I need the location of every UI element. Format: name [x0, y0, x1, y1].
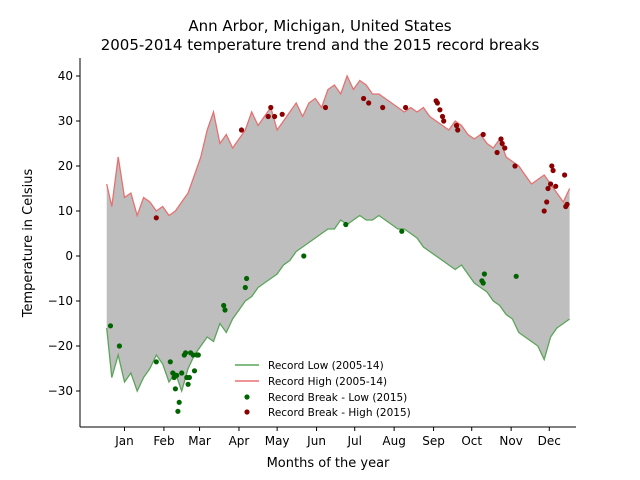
x-tick-label: Jul	[346, 434, 361, 448]
record-break-low-point	[170, 370, 176, 376]
record-break-high-point	[544, 199, 550, 205]
axes: Jan Feb Mar Apr May Jun Jul Aug Sep Oct Nov Dec −30…	[48, 58, 576, 448]
chart-title-line-1: Ann Arbor, Michigan, United States	[188, 17, 451, 35]
record-break-low-point	[185, 381, 191, 387]
record-break-low-point	[167, 359, 173, 365]
legend-label-record-low: Record Low (2005-14)	[268, 360, 384, 372]
record-break-high-point	[455, 127, 461, 133]
x-tick-label: Oct	[461, 434, 482, 448]
record-break-high-point	[380, 104, 386, 111]
record-break-low-point	[190, 352, 196, 358]
record-break-high-point	[545, 185, 551, 192]
x-tick-label: Nov	[499, 434, 522, 448]
x-tick-group: Jan Feb Mar Apr May Jun Jul Aug Sep Oct Nov Dec	[114, 427, 561, 448]
record-break-high-point	[549, 163, 555, 169]
record-break-high-point	[550, 167, 556, 174]
x-tick-label: Dec	[538, 434, 561, 448]
record-break-high-point	[562, 172, 568, 178]
y-tick-label: 0	[65, 249, 73, 263]
record-break-high-point	[153, 215, 159, 221]
record-break-low-point	[175, 408, 181, 414]
legend-marker-break-high	[244, 409, 250, 415]
record-break-low-point	[186, 374, 192, 381]
legend-label-break-low: Record Break - Low (2015)	[268, 392, 407, 404]
x-tick-label: Jun	[306, 434, 326, 448]
record-break-high-point	[439, 113, 446, 120]
record-break-low-point	[153, 359, 159, 365]
record-break-low-point	[195, 352, 201, 358]
plot-area	[106, 74, 571, 414]
record-break-high-point	[499, 140, 505, 147]
x-tick-label: Mar	[188, 434, 211, 448]
record-break-low-point	[242, 284, 248, 291]
record-break-high-point	[553, 183, 559, 189]
record-break-high-point	[366, 100, 372, 106]
record-break-high-point	[498, 136, 504, 142]
record-break-high-point	[548, 181, 554, 187]
record-break-low-point	[221, 302, 227, 309]
range-fill-area	[106, 76, 570, 391]
x-tick-label: Aug	[382, 434, 405, 448]
record-break-low-point	[481, 271, 487, 277]
legend-label-record-high: Record High (2005-14)	[268, 376, 387, 388]
scatter-group-record-break-high	[153, 95, 570, 221]
y-tick-label: 10	[58, 204, 73, 218]
legend: Record Low (2005-14) Record High (2005-1…	[235, 360, 411, 419]
record-break-high-point	[564, 201, 570, 207]
record-break-high-point	[279, 111, 285, 117]
x-tick-label: Jan	[114, 434, 134, 448]
record-break-low-point	[116, 343, 122, 349]
record-break-low-point	[301, 253, 307, 259]
record-break-high-point	[434, 100, 440, 106]
y-tick-group: −30 −20 −10 0 10 20 30 40	[48, 69, 80, 398]
record-break-low-point	[222, 307, 228, 313]
scatter-group-record-break-low	[107, 221, 519, 414]
record-break-low-point	[172, 386, 178, 392]
record-break-high-point	[238, 127, 245, 133]
record-break-low-point	[513, 273, 519, 279]
record-break-low-point	[399, 228, 405, 234]
y-tick-label: 30	[58, 114, 73, 128]
y-tick-label: −10	[48, 294, 73, 308]
x-tick-label: Feb	[153, 434, 174, 448]
record-break-high-point	[502, 145, 508, 151]
record-break-low-point	[191, 368, 198, 374]
record-break-high-point	[272, 113, 278, 120]
record-break-high-point	[437, 107, 443, 113]
record-break-high-point	[361, 95, 367, 102]
record-break-high-point	[453, 122, 460, 129]
x-tick-label: Sep	[422, 434, 445, 448]
record-break-low-point	[343, 221, 349, 228]
x-tick-label: May	[265, 434, 290, 448]
y-tick-label: −20	[48, 339, 73, 353]
record-break-low-point	[244, 275, 250, 282]
record-break-low-point	[183, 350, 189, 356]
record-break-high-point	[268, 104, 274, 111]
record-break-high-point	[512, 163, 518, 169]
record-break-low-point	[107, 323, 114, 329]
record-break-low-point	[176, 399, 182, 405]
record-break-high-point	[265, 113, 271, 120]
y-axis-label: Temperature in Celsius	[21, 169, 36, 319]
record-break-high-point	[322, 104, 329, 111]
record-break-high-point	[403, 104, 409, 111]
series-line-record-high	[106, 74, 571, 218]
record-break-high-point	[541, 208, 547, 214]
record-break-high-point	[441, 118, 447, 124]
chart-title-line-2: 2005-2014 temperature trend and the 2015…	[101, 36, 540, 54]
legend-label-break-high: Record Break - High (2015)	[268, 407, 411, 419]
x-tick-label: Apr	[229, 434, 250, 448]
record-break-high-point	[494, 149, 500, 156]
y-tick-label: −30	[48, 384, 73, 398]
y-tick-label: 40	[58, 69, 73, 83]
record-break-low-point	[179, 370, 185, 376]
series-line-record-low	[106, 214, 570, 394]
legend-marker-break-low	[244, 394, 250, 400]
record-break-high-point	[480, 131, 486, 138]
x-axis-label: Months of the year	[267, 456, 390, 471]
record-break-low-point	[480, 280, 486, 286]
y-tick-label: 20	[58, 159, 73, 173]
record-break-low-point	[174, 372, 180, 378]
